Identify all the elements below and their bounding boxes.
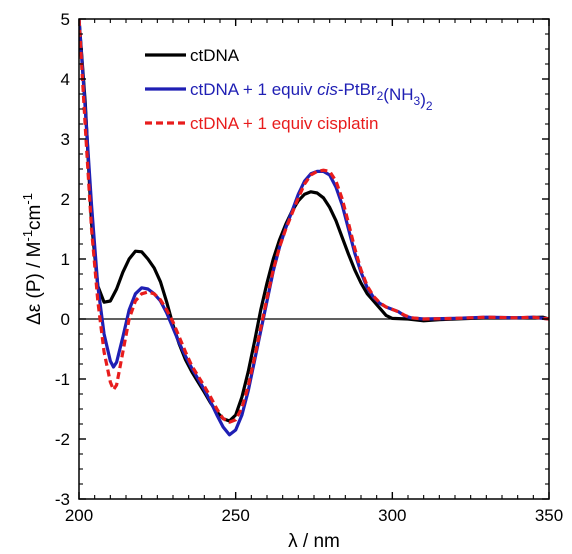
x-tick-label: 250 (221, 506, 249, 525)
series-line-1 (79, 19, 549, 423)
y-tick-label: 4 (61, 70, 70, 89)
series-layer (79, 19, 549, 437)
x-tick-label: 350 (535, 506, 563, 525)
y-axis-title: Δε (P) / M-1cm-1 (20, 193, 45, 325)
y-tick-label: 0 (61, 310, 70, 329)
y-tick-label: -1 (55, 370, 70, 389)
x-axis-title: λ / nm (288, 531, 340, 552)
legend-label-2: ctDNA + 1 equiv cis-PtBr2(NH3)2 (190, 80, 433, 113)
y-tick-label: 5 (61, 10, 70, 29)
legend-label-3: ctDNA + 1 equiv cisplatin (190, 114, 379, 133)
ticks-layer: 200 250 300 350 -3 -2 -1 0 1 2 3 4 5 (55, 10, 563, 525)
legend: ctDNA ctDNA + 1 equiv cis-PtBr2(NH3)2ctDN… (145, 46, 433, 133)
x-tick-label: 200 (65, 506, 93, 525)
y-tick-label: -2 (55, 430, 70, 449)
series-line-3 (79, 19, 549, 424)
y-tick-label: 1 (61, 250, 70, 269)
y-tick-label: -3 (55, 490, 70, 509)
legend-label-1: ctDNA (190, 46, 240, 65)
x-tick-label: 300 (378, 506, 406, 525)
y-tick-label: 2 (61, 190, 70, 209)
axis-titles-layer: λ / nm Δε (P) / M-1cm-1 (20, 193, 340, 552)
y-tick-label: 3 (61, 130, 70, 149)
